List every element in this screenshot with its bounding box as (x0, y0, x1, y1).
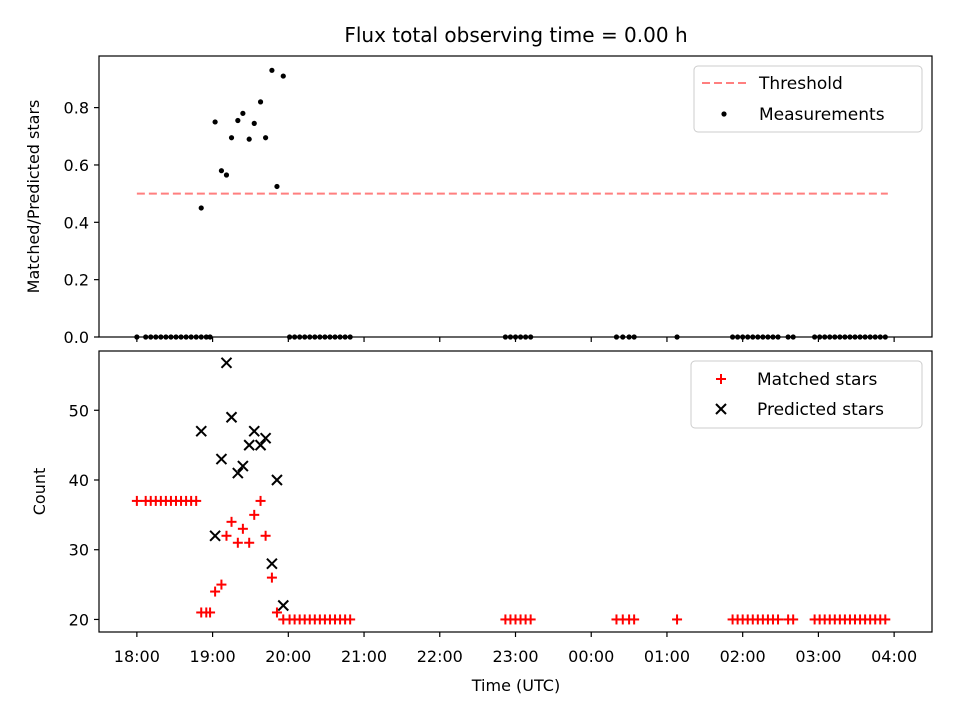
predicted-star-point (215, 453, 228, 465)
count-panel-y-ticks: 20 30 40 50 (69, 401, 99, 629)
matched-star-point (629, 614, 640, 625)
measurement-point (228, 135, 235, 141)
legend-frame (690, 360, 923, 429)
y-tick-label: 50 (69, 401, 89, 420)
x-tick-label: 21:00 (341, 647, 387, 666)
count-panel-x-ticks: 18:00 19:00 20:00 21:00 22:00 23:00 00:00 01:00… (114, 632, 917, 666)
matched-star-point (221, 530, 232, 541)
x-tick-label: 02:00 (720, 647, 766, 666)
matched-star-point (232, 537, 243, 548)
y-tick-label: 0.6 (64, 156, 89, 175)
legend-measurements-swatch (721, 111, 727, 117)
predicted-star-point (277, 599, 289, 612)
matched-star-point (205, 607, 216, 618)
ratio-panel-x-ticks (136, 337, 895, 342)
measurement-point (246, 136, 252, 142)
measurement-point (257, 99, 264, 105)
legend-threshold-label: Threshold (758, 74, 843, 94)
ratio-panel-y-ticks: 0.0 0.2 0.4 0.6 0.8 (64, 99, 99, 347)
x-tick-label: 20:00 (265, 647, 311, 666)
predicted-star-point (254, 439, 267, 451)
matched-star-point (525, 614, 536, 625)
matched-star-point (271, 607, 282, 618)
matched-star-point (216, 579, 227, 590)
measurement-point (263, 135, 269, 141)
predicted-star-point (266, 557, 278, 570)
ratio-panel-y-axis-label: Matched/Predicted stars (24, 100, 43, 294)
y-tick-label: 30 (69, 541, 89, 560)
measurement-point (212, 119, 218, 125)
matched-star-point (237, 523, 248, 534)
y-tick-label: 0.8 (64, 99, 89, 118)
ratio-panel-legend: Threshold Measurements (693, 65, 923, 133)
matched-star-point (266, 572, 277, 583)
x-tick-label: 22:00 (417, 647, 463, 666)
predicted-star-point (271, 474, 283, 486)
predicted-star-point (259, 432, 272, 444)
legend-matched-swatch (716, 374, 726, 384)
measurement-point (269, 67, 275, 73)
y-tick-label: 20 (69, 610, 89, 629)
legend-plus-marker (716, 374, 726, 384)
x-tick-label: 04:00 (871, 647, 917, 666)
matched-star-point (345, 614, 356, 625)
predicted-star-point (225, 411, 238, 423)
legend-measurements-label: Measurements (759, 105, 885, 125)
y-tick-label: 40 (69, 471, 89, 490)
legend-predicted-swatch (715, 403, 727, 415)
matched-star-point (788, 614, 799, 625)
matched-star-point (880, 614, 891, 625)
matched-star-point (131, 495, 142, 506)
predicted-star-point (220, 357, 233, 369)
matched-star-point (210, 586, 221, 597)
measurement-point (251, 120, 257, 126)
legend-matched-label: Matched stars (757, 370, 877, 390)
x-tick-label: 00:00 (568, 647, 614, 666)
y-tick-label: 0.0 (64, 328, 89, 347)
predicted-star-point (232, 467, 244, 479)
matched-star-point (773, 614, 784, 625)
matched-star-point (191, 495, 202, 506)
measurement-point (235, 117, 241, 124)
legend-predicted-label: Predicted stars (757, 400, 884, 420)
matched-stars-series (131, 495, 891, 625)
predicted-star-point (237, 460, 249, 472)
y-tick-label: 0.4 (64, 213, 89, 232)
measurement-point (240, 110, 246, 116)
chart-title: Flux total observing time = 0.00 h (344, 23, 687, 47)
x-tick-label: 19:00 (190, 647, 236, 666)
predicted-star-point (195, 425, 207, 437)
ratio-panel: 0.00.20.40.60.8 Matched/Predicted stars … (24, 55, 933, 347)
matched-star-point (260, 530, 271, 541)
count-panel: 18:00 19:00 20:00 21:00 22:00 23:00 00:00 01:00… (30, 350, 933, 695)
predicted-star-point (248, 425, 260, 437)
count-panel-frame (98, 350, 933, 633)
matched-star-point (244, 537, 255, 548)
measurement-point (218, 168, 225, 174)
x-tick-label: 23:00 (492, 647, 538, 666)
matched-star-point (226, 516, 237, 527)
matched-star-point (672, 614, 683, 625)
x-axis-label: Time (UTC) (471, 676, 560, 695)
legend-x-marker (715, 403, 727, 415)
x-tick-label: 18:00 (114, 647, 160, 666)
measurement-point (223, 172, 230, 178)
count-panel-legend: Matched stars Predicted stars (690, 360, 923, 429)
measurement-point (280, 73, 286, 79)
count-panel-y-axis-label: Count (30, 468, 49, 516)
measurement-point (274, 183, 280, 190)
measurement-point (198, 205, 204, 211)
predicted-star-point (243, 439, 255, 451)
x-tick-label: 01:00 (644, 647, 690, 666)
predicted-stars-series (195, 357, 289, 612)
matched-star-point (255, 495, 266, 506)
y-tick-label: 0.2 (64, 271, 89, 290)
matched-star-point (249, 509, 260, 520)
ratio-panel-frame (98, 55, 933, 338)
predicted-star-point (209, 530, 221, 542)
x-tick-label: 03:00 (795, 647, 841, 666)
legend-frame (693, 65, 923, 133)
